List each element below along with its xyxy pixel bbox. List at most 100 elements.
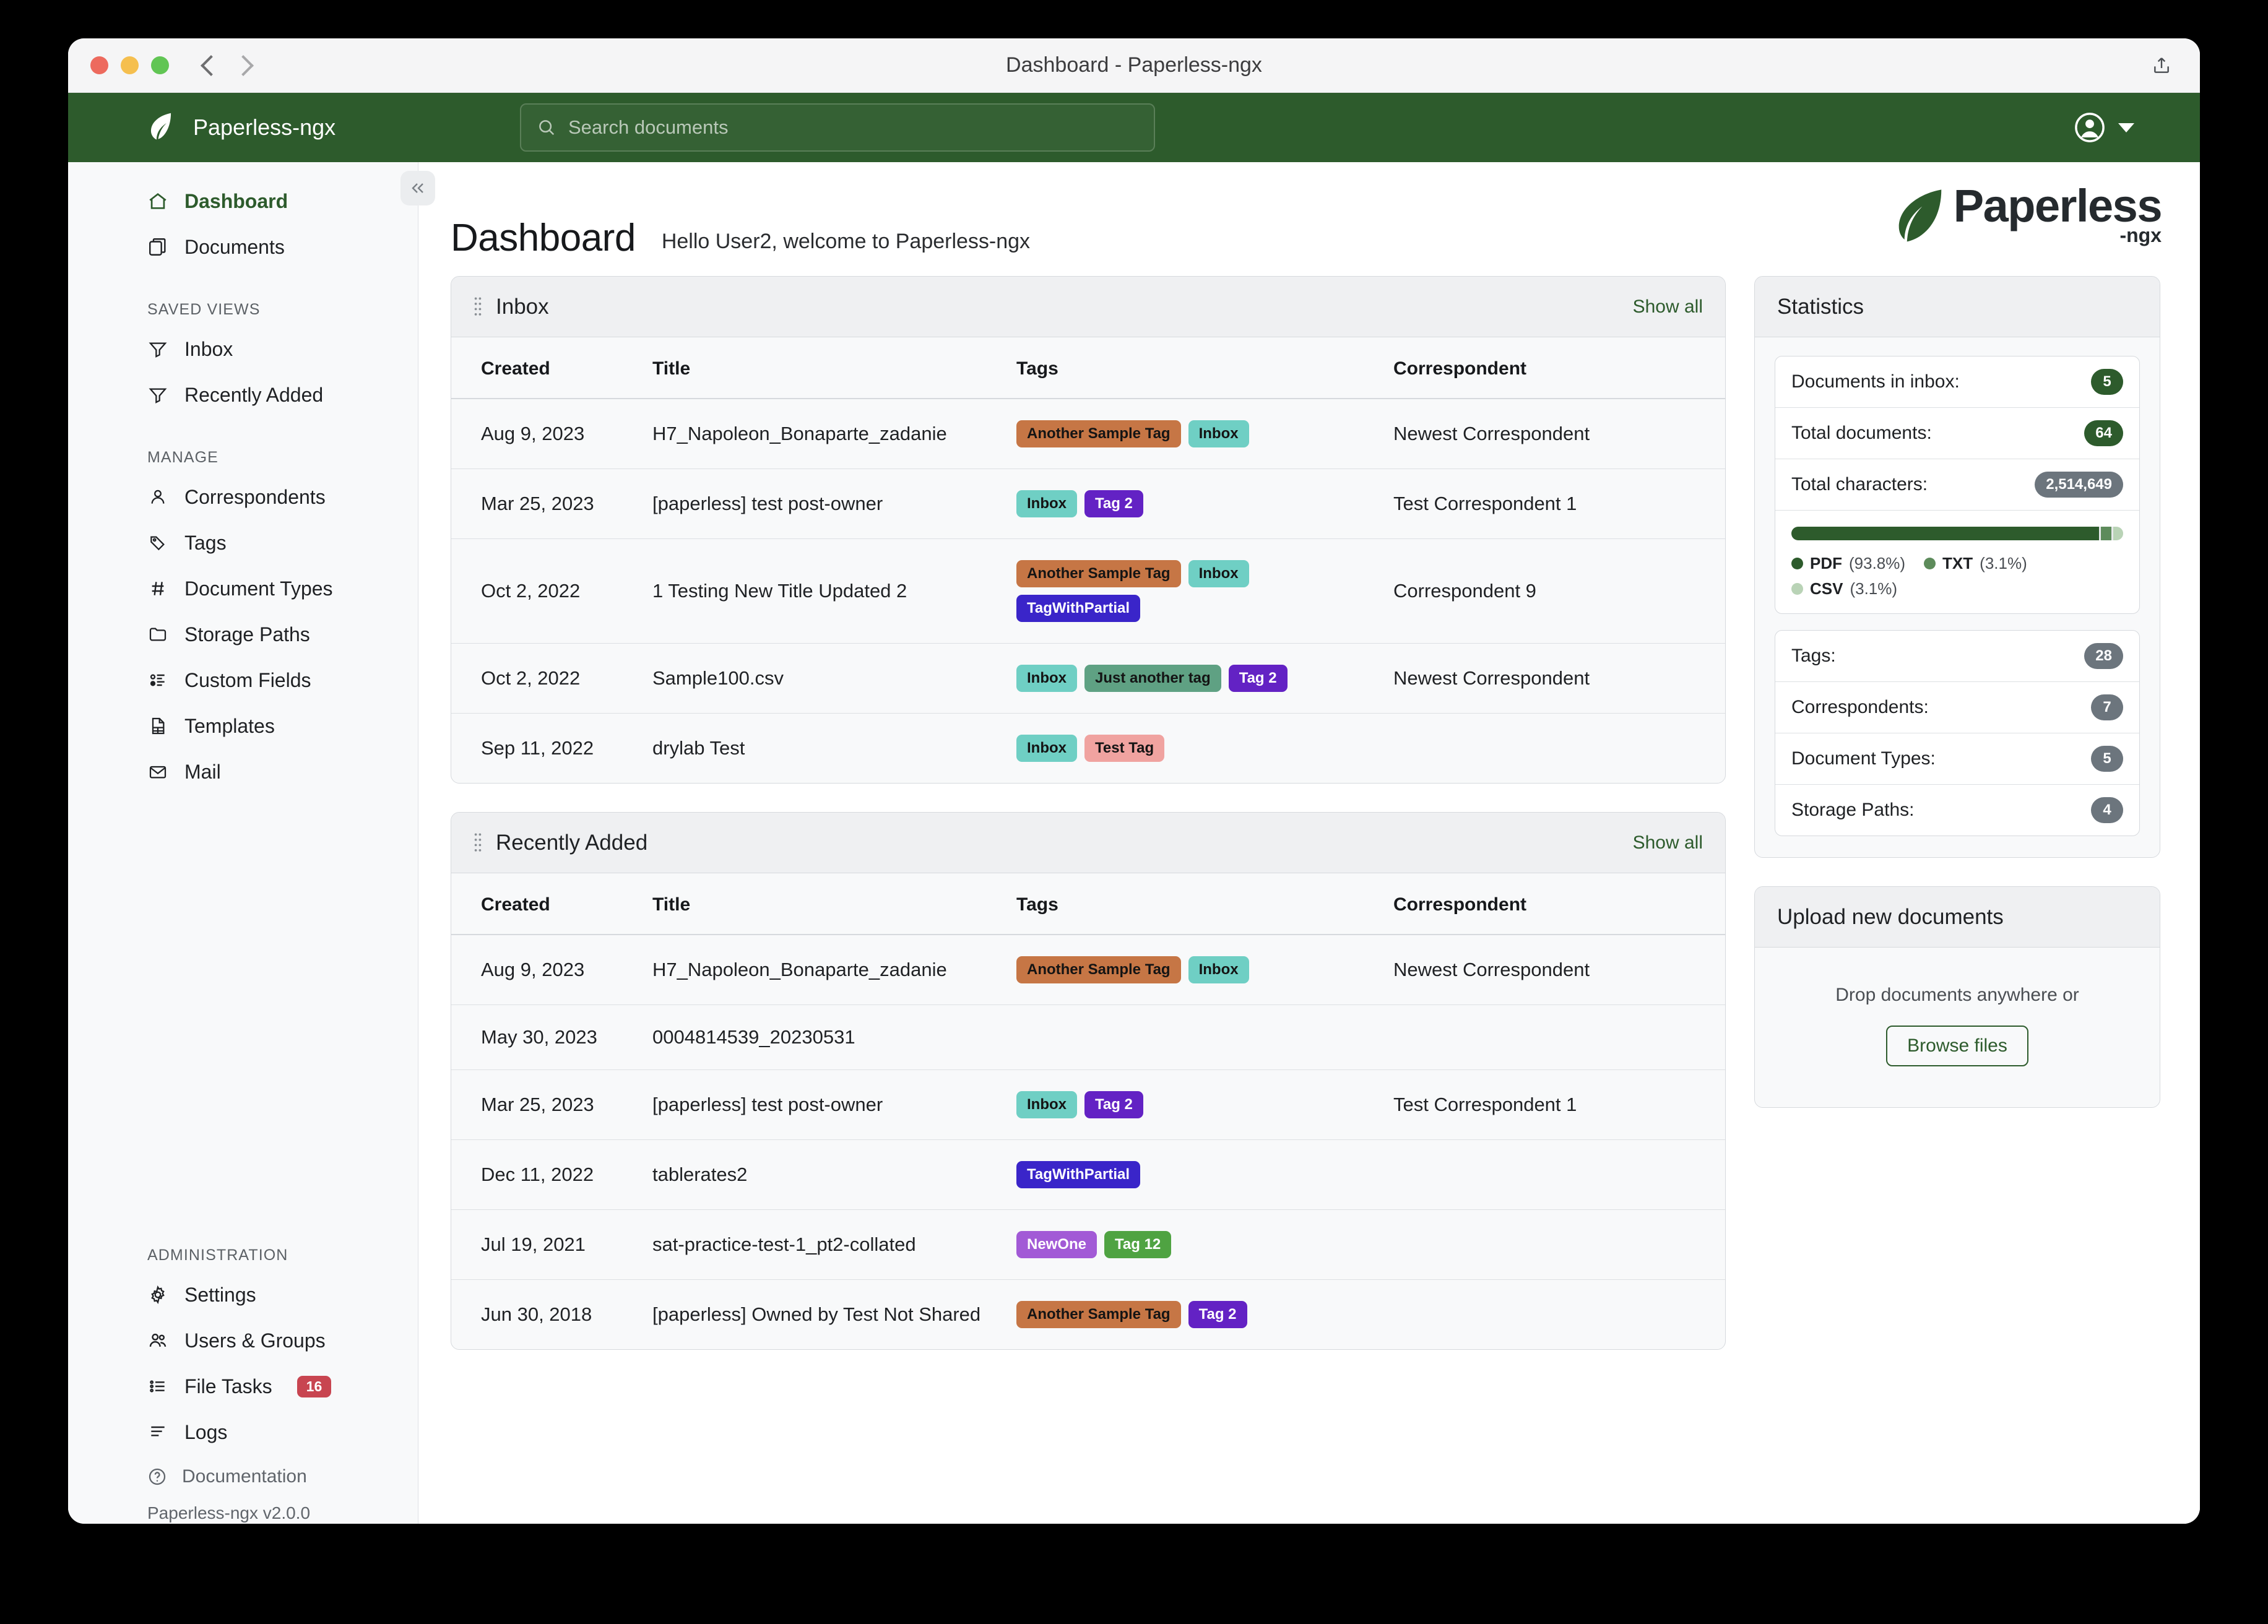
tag-chip[interactable]: Inbox: [1188, 560, 1249, 587]
search-input[interactable]: Search documents: [520, 103, 1155, 152]
upload-dropzone[interactable]: Drop documents anywhere or Browse files: [1755, 948, 2160, 1107]
cell-title[interactable]: Sample100.csv: [646, 643, 1010, 714]
sidebar-item-label: Tags: [184, 531, 227, 554]
tag-chip[interactable]: TagWithPartial: [1016, 1161, 1141, 1188]
hash-icon: [147, 578, 168, 599]
table-row[interactable]: Mar 25, 2023 [paperless] test post-owner I…: [451, 469, 1725, 539]
sidebar-item-label: Mail: [184, 760, 221, 783]
sidebar-item-logs[interactable]: Logs: [68, 1409, 418, 1455]
tag-chip[interactable]: TagWithPartial: [1016, 595, 1141, 622]
table-row[interactable]: Jun 30, 2018 [paperless] Owned by Test No…: [451, 1280, 1725, 1350]
gear-icon: [147, 1284, 168, 1305]
table-row[interactable]: Oct 2, 2022 Sample100.csv Inbox Just anothe…: [451, 643, 1725, 714]
tag-chip[interactable]: Tag 12: [1104, 1231, 1172, 1258]
table-row[interactable]: Oct 2, 2022 1 Testing New Title Updated 2…: [451, 538, 1725, 644]
person-icon: [147, 486, 168, 508]
zoom-window-button[interactable]: [151, 56, 169, 74]
cell-title[interactable]: [paperless] test post-owner: [646, 1069, 1010, 1140]
cell-title[interactable]: 0004814539_20230531: [646, 1004, 1010, 1070]
table-row[interactable]: Sep 11, 2022 drylab Test Inbox Test Tag: [451, 714, 1725, 784]
table-row[interactable]: Aug 9, 2023 H7_Napoleon_Bonaparte_zadanie…: [451, 935, 1725, 1005]
cell-created: Aug 9, 2023: [451, 399, 646, 469]
sidebar-item-dashboard[interactable]: Dashboard: [68, 178, 418, 224]
tag-chip[interactable]: Inbox: [1016, 490, 1077, 517]
tag-chip[interactable]: Another Sample Tag: [1016, 560, 1181, 587]
cell-tags: TagWithPartial: [1010, 1139, 1387, 1210]
sidebar-item-label: Users & Groups: [184, 1329, 326, 1352]
close-window-button[interactable]: [90, 56, 108, 74]
sidebar-item-settings[interactable]: Settings: [68, 1272, 418, 1318]
table-row[interactable]: Dec 11, 2022 tablerates2 TagWithPartial: [451, 1139, 1725, 1210]
cell-title[interactable]: [paperless] Owned by Test Not Shared: [652, 1303, 981, 1325]
stat-label: Tags:: [1791, 646, 1836, 666]
tag-chip[interactable]: Inbox: [1188, 420, 1249, 447]
sidebar-item-storage-paths[interactable]: Storage Paths: [68, 611, 418, 657]
sidebar-item-mail[interactable]: Mail: [68, 749, 418, 795]
cell-title[interactable]: [paperless] test post-owner: [646, 469, 1010, 539]
sidebar-item-correspondents[interactable]: Correspondents: [68, 474, 418, 520]
tag-chip[interactable]: Inbox: [1016, 735, 1077, 762]
sidebar-item-label: Storage Paths: [184, 623, 310, 646]
tag-chip[interactable]: Tag 2: [1084, 490, 1143, 517]
recently-added-widget-header: Recently Added Show all: [451, 813, 1725, 873]
cell-created: Aug 9, 2023: [451, 935, 646, 1005]
sidebar-item-templates[interactable]: Templates: [68, 703, 418, 749]
browse-files-button[interactable]: Browse files: [1886, 1026, 2028, 1066]
share-icon[interactable]: [2152, 55, 2171, 76]
tag-chip[interactable]: Another Sample Tag: [1016, 956, 1181, 983]
tag-chip[interactable]: Tag 2: [1228, 665, 1288, 692]
sidebar-item-label: Logs: [184, 1420, 228, 1443]
tag-chip[interactable]: Another Sample Tag: [1016, 1301, 1181, 1328]
tag-chip[interactable]: Inbox: [1016, 665, 1077, 692]
tag-list: Inbox Tag 2: [1016, 1091, 1326, 1118]
cell-title[interactable]: H7_Napoleon_Bonaparte_zadanie: [646, 399, 1010, 469]
table-row[interactable]: Jul 19, 2021 sat-practice-test-1_pt2-coll…: [451, 1209, 1725, 1280]
sidebar-item-file-tasks[interactable]: File Tasks 16: [68, 1363, 418, 1409]
table-header-row: Created Title Tags Correspondent: [451, 337, 1725, 399]
table-row[interactable]: Mar 25, 2023 [paperless] test post-owner I…: [451, 1069, 1725, 1140]
recently-added-widget-title: Recently Added: [496, 830, 648, 855]
sidebar-item-inbox[interactable]: Inbox: [68, 326, 418, 372]
cell-title[interactable]: 1 Testing New Title Updated 2: [646, 538, 1010, 644]
cell-title[interactable]: H7_Napoleon_Bonaparte_zadanie: [646, 935, 1010, 1005]
tag-chip[interactable]: NewOne: [1016, 1231, 1097, 1258]
chevron-down-icon: [2118, 123, 2134, 132]
search-icon: [539, 120, 555, 136]
sidebar-item-document-types[interactable]: Document Types: [68, 566, 418, 611]
sidebar-item-users-groups[interactable]: Users & Groups: [68, 1318, 418, 1363]
cell-title[interactable]: tablerates2: [646, 1139, 1010, 1210]
user-menu[interactable]: [2074, 111, 2134, 144]
tag-chip[interactable]: Inbox: [1188, 956, 1249, 983]
table-row[interactable]: Aug 9, 2023 H7_Napoleon_Bonaparte_zadanie…: [451, 399, 1725, 469]
recently-added-show-all-link[interactable]: Show all: [1632, 832, 1703, 853]
sidebar-item-recently-added[interactable]: Recently Added: [68, 372, 418, 418]
stat-label: Documents in inbox:: [1791, 371, 1960, 392]
sidebar-item-documents[interactable]: Documents: [68, 224, 418, 270]
tag-chip[interactable]: Tag 2: [1188, 1301, 1247, 1328]
sidebar-item-label: Templates: [184, 714, 275, 737]
drag-handle-icon[interactable]: [474, 832, 482, 853]
tag-chip[interactable]: Inbox: [1016, 1091, 1077, 1118]
sidebar-item-custom-fields[interactable]: Custom Fields: [68, 657, 418, 703]
cell-title[interactable]: drylab Test: [652, 737, 745, 759]
sidebar-item-documentation[interactable]: Documentation: [68, 1455, 418, 1498]
legend-item: PDF (93.8%): [1791, 554, 1905, 573]
column-tags: Tags: [1010, 337, 1387, 399]
cell-title[interactable]: sat-practice-test-1_pt2-collated: [646, 1209, 1010, 1280]
tag-chip[interactable]: Test Tag: [1084, 735, 1165, 762]
drag-handle-icon[interactable]: [474, 296, 482, 317]
tag-chip[interactable]: Another Sample Tag: [1016, 420, 1181, 447]
stat-total-documents: Total documents: 64: [1775, 408, 2139, 459]
tag-chip[interactable]: Just another tag: [1084, 665, 1221, 692]
sliders-icon: [147, 670, 168, 691]
column-tags: Tags: [1010, 873, 1387, 935]
stat-total-characters: Total characters: 2,514,649: [1775, 459, 2139, 511]
tag-chip[interactable]: Tag 2: [1084, 1091, 1143, 1118]
collapse-sidebar-button[interactable]: [400, 171, 435, 205]
table-row[interactable]: May 30, 2023 0004814539_20230531: [451, 1004, 1725, 1070]
sidebar-item-tags[interactable]: Tags: [68, 520, 418, 566]
brand[interactable]: Paperless-ngx: [147, 112, 335, 143]
inbox-show-all-link[interactable]: Show all: [1632, 296, 1703, 317]
minimize-window-button[interactable]: [121, 56, 139, 74]
mime-type-segment: [2113, 527, 2123, 540]
